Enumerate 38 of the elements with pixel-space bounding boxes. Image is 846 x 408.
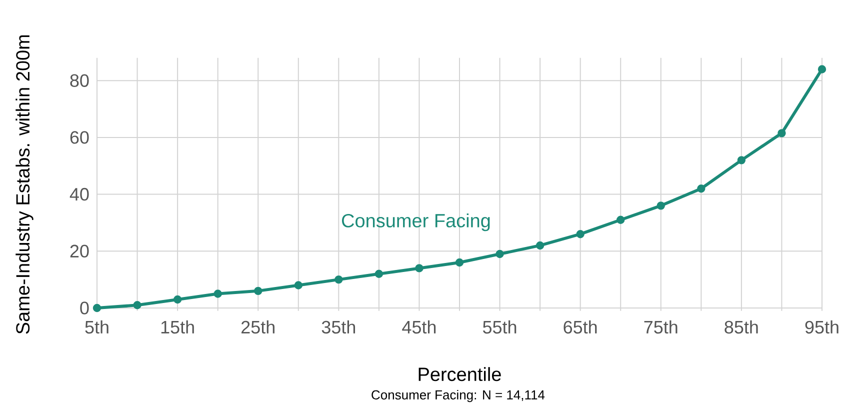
x-tick-label: 85th xyxy=(724,320,758,334)
point xyxy=(778,129,786,138)
point xyxy=(455,258,464,267)
point xyxy=(576,230,584,238)
y-tick-label: 80 xyxy=(70,74,89,87)
point xyxy=(294,281,302,290)
x-axis-title: Percentile xyxy=(418,367,501,382)
point xyxy=(334,275,343,284)
y-tick-label: 0 xyxy=(80,302,89,314)
y-axis-title: Same-Industry Estabs. within 200m xyxy=(16,35,34,334)
point xyxy=(92,304,102,312)
series-label: Consumer Facing xyxy=(342,213,490,232)
point xyxy=(415,264,424,272)
y-tick-label: 40 xyxy=(70,188,89,201)
x-tick-label: 65th xyxy=(564,320,597,334)
x-tick-label: 25th xyxy=(242,320,274,334)
point xyxy=(173,295,182,304)
text: Consumer Facing: N = 14,114 xyxy=(372,390,545,402)
x-tick-label: 55th xyxy=(482,320,516,334)
y-tick-label: 60 xyxy=(70,131,89,144)
point xyxy=(496,250,504,258)
x-tick-label: 15th xyxy=(161,320,194,334)
point xyxy=(374,270,384,278)
point xyxy=(616,216,625,224)
point xyxy=(656,202,665,210)
point xyxy=(818,65,826,74)
point xyxy=(536,241,544,250)
y-tick-label: 20 xyxy=(70,244,89,258)
point xyxy=(697,184,706,193)
point xyxy=(214,290,222,298)
x-tick-label: 5th xyxy=(85,320,108,334)
x-tick-label: 45th xyxy=(402,320,436,334)
point xyxy=(254,286,262,296)
x-tick-label: 95th xyxy=(805,320,838,334)
point xyxy=(737,156,746,164)
x-tick-label: 75th xyxy=(644,320,678,334)
point xyxy=(133,301,142,310)
x-tick-label: 35th xyxy=(322,320,356,334)
